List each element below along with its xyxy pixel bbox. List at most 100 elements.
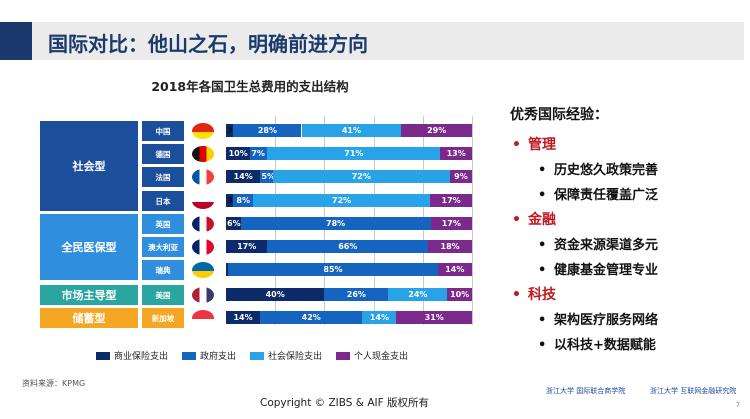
bar-segment xyxy=(226,217,241,230)
bullet-icon: • xyxy=(512,137,521,153)
flag-icon xyxy=(192,287,214,303)
data-label: 66% xyxy=(338,242,358,251)
header-bar xyxy=(0,22,744,60)
bar-segment xyxy=(233,194,254,207)
country-label: 中国 xyxy=(142,121,184,141)
country-label: 澳大利亚 xyxy=(142,237,184,257)
bar-row: 14% 5% 72% 9% xyxy=(226,170,472,183)
data-label: 72% xyxy=(332,196,352,205)
legend-label: 商业保险支出 xyxy=(114,352,169,362)
data-label: 29% xyxy=(427,126,447,135)
bar-row: 17% 66% 18% xyxy=(226,240,472,253)
bar-segment xyxy=(447,288,472,301)
page-title: 国际对比：他山之石，明确前进方向 xyxy=(48,32,368,56)
bar-segment xyxy=(226,124,234,137)
bar-segment xyxy=(388,288,448,301)
bar-segment xyxy=(226,147,251,160)
data-label: 6% xyxy=(227,219,241,228)
flag-icon xyxy=(192,146,214,162)
flag-icon xyxy=(192,239,214,255)
bullet-icon: • xyxy=(512,287,521,303)
flag-icon xyxy=(192,262,214,278)
data-label: 24% xyxy=(408,290,428,299)
data-label: 31% xyxy=(424,313,444,322)
bullet-icon: • xyxy=(538,238,547,253)
bar-segment xyxy=(260,311,363,324)
experience-item: • 以科技+数据赋能 xyxy=(538,338,656,353)
data-label: 40% xyxy=(265,290,285,299)
experience-category: • 管理 xyxy=(512,137,556,153)
bar-segment xyxy=(301,124,402,137)
bar-segment xyxy=(267,147,441,160)
flag-icon xyxy=(192,216,214,232)
data-label: 14% xyxy=(445,265,465,274)
bar-segment xyxy=(401,124,472,137)
bullet-icon: • xyxy=(538,338,547,353)
aif-logo: 浙江大学 互联网金融研究院 xyxy=(650,387,737,395)
data-label: 17% xyxy=(441,196,461,205)
group-box-3: 储蓄型 xyxy=(40,308,138,328)
bullet-icon: • xyxy=(538,163,547,178)
experience-title: 优秀国际经验： xyxy=(510,107,608,123)
data-label: 8% xyxy=(236,196,251,205)
bullet-icon: • xyxy=(538,263,547,278)
bar-row: 3%28%41%29% xyxy=(226,124,472,137)
bar-segment xyxy=(437,263,472,276)
data-label: 10% xyxy=(450,290,470,299)
bar-segment xyxy=(362,311,397,324)
bar-segment xyxy=(226,170,261,183)
bar-segment xyxy=(267,240,429,253)
data-label: 41% xyxy=(341,126,361,135)
data-label: 42% xyxy=(301,313,321,322)
data-label: 14% xyxy=(233,313,253,322)
gridline xyxy=(472,116,473,325)
bar-segment xyxy=(260,170,273,183)
bar-segment xyxy=(449,170,472,183)
experience-item: • 历史悠久政策完善 xyxy=(538,163,659,178)
bar-segment xyxy=(226,288,325,301)
chart-legend: 商业保险支出 政府支出 社会保险支出 个人现金支出 xyxy=(96,349,408,362)
experience-item: • 保障责任覆盖广泛 xyxy=(538,188,659,203)
legend-swatch xyxy=(336,351,351,360)
data-label: 78% xyxy=(326,219,346,228)
flag-icon xyxy=(192,169,214,185)
data-label: 14% xyxy=(233,172,253,181)
flag-icon xyxy=(192,310,214,326)
bar-segment xyxy=(428,240,472,253)
flag-icon xyxy=(192,193,214,209)
data-label: 72% xyxy=(351,172,371,181)
country-label: 新加坡 xyxy=(142,308,184,328)
bar-segment xyxy=(226,263,229,276)
bullet-icon: • xyxy=(512,212,521,228)
experience-category: • 金融 xyxy=(512,212,556,228)
bar-segment xyxy=(440,147,472,160)
bar-segment xyxy=(253,194,431,207)
data-label: 18% xyxy=(440,242,460,251)
country-label: 瑞典 xyxy=(142,260,184,280)
experience-item: • 架构医疗服务网络 xyxy=(538,313,659,328)
bar-segment xyxy=(233,124,302,137)
bar-row: 6% 78% 17% xyxy=(226,217,472,230)
data-label: 5% xyxy=(261,172,276,181)
data-label: 28% xyxy=(257,126,277,135)
country-label: 美国 xyxy=(142,285,184,305)
legend-label: 政府支出 xyxy=(200,352,237,362)
country-label: 日本 xyxy=(142,191,184,211)
bullet-icon: • xyxy=(538,188,547,203)
bar-segment xyxy=(240,217,431,230)
country-label: 英国 xyxy=(142,214,184,234)
source-note: 资料来源：KPMG xyxy=(22,379,86,388)
data-label: 9% xyxy=(454,172,468,181)
experience-item: • 资金来源渠道多元 xyxy=(538,238,659,253)
page-number: 7 xyxy=(736,402,740,409)
group-box-0: 社会型 xyxy=(40,121,138,211)
legend-label: 个人现金支出 xyxy=(354,352,409,362)
data-label: 10% xyxy=(228,149,248,158)
bar-row: 40% 26% 24% 10% xyxy=(226,288,472,301)
legend-item: 社会保险支出 xyxy=(250,349,322,362)
bar-segment xyxy=(226,240,268,253)
group-box-2: 市场主导型 xyxy=(40,285,138,305)
bar-segment xyxy=(250,147,268,160)
header-accent xyxy=(0,22,32,60)
legend-item: 商业保险支出 xyxy=(96,349,168,362)
